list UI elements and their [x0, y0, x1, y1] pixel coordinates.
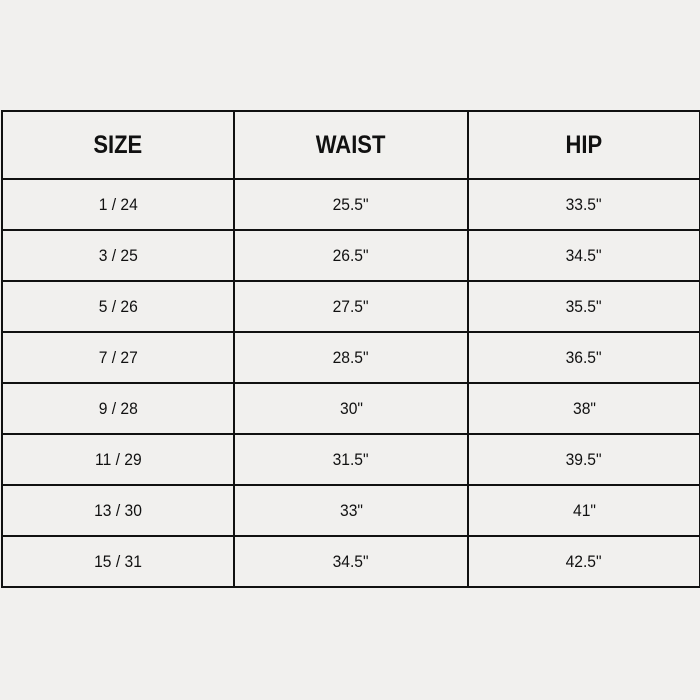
cell-value: 36.5" [566, 347, 602, 367]
cell-hip: 39.5" [467, 433, 700, 486]
cell-size: 9 / 28 [1, 382, 235, 435]
table-row: 3 / 25 26.5" 34.5" [1, 229, 700, 282]
cell-hip: 33.5" [467, 178, 700, 231]
header-size: SIZE [1, 110, 235, 180]
cell-value: 41" [572, 500, 596, 520]
table-row: 7 / 27 28.5" 36.5" [1, 331, 700, 384]
header-label: WAIST [316, 130, 386, 159]
cell-value: 30" [339, 398, 363, 418]
cell-size: 5 / 26 [1, 280, 235, 333]
cell-waist: 25.5" [233, 178, 469, 231]
table-row: 15 / 31 34.5" 42.5" [1, 535, 700, 588]
cell-value: 35.5" [566, 296, 602, 316]
cell-waist: 30" [233, 382, 469, 435]
cell-value: 9 / 28 [98, 398, 138, 418]
header-hip: HIP [467, 110, 700, 180]
cell-waist: 28.5" [233, 331, 469, 384]
cell-waist: 34.5" [233, 535, 469, 588]
cell-value: 31.5" [333, 449, 369, 469]
cell-size: 7 / 27 [1, 331, 235, 384]
cell-size: 3 / 25 [1, 229, 235, 282]
cell-value: 27.5" [333, 296, 369, 316]
cell-waist: 33" [233, 484, 469, 537]
cell-value: 7 / 27 [98, 347, 138, 367]
table-row: 5 / 26 27.5" 35.5" [1, 280, 700, 333]
cell-value: 1 / 24 [98, 194, 138, 214]
cell-size: 1 / 24 [1, 178, 235, 231]
cell-hip: 41" [467, 484, 700, 537]
header-waist: WAIST [233, 110, 469, 180]
table-row: 11 / 29 31.5" 39.5" [1, 433, 700, 486]
cell-value: 33" [339, 500, 363, 520]
cell-hip: 34.5" [467, 229, 700, 282]
cell-value: 5 / 26 [98, 296, 138, 316]
cell-waist: 26.5" [233, 229, 469, 282]
cell-value: 39.5" [566, 449, 602, 469]
cell-value: 11 / 29 [94, 449, 142, 469]
cell-value: 13 / 30 [94, 500, 142, 520]
cell-value: 25.5" [333, 194, 369, 214]
cell-hip: 36.5" [467, 331, 700, 384]
header-label: HIP [565, 130, 603, 159]
cell-hip: 38" [467, 382, 700, 435]
cell-value: 3 / 25 [98, 245, 138, 265]
table-row: 9 / 28 30" 38" [1, 382, 700, 435]
cell-hip: 42.5" [467, 535, 700, 588]
cell-value: 26.5" [333, 245, 369, 265]
cell-value: 33.5" [566, 194, 602, 214]
cell-size: 13 / 30 [1, 484, 235, 537]
cell-waist: 27.5" [233, 280, 469, 333]
cell-size: 11 / 29 [1, 433, 235, 486]
cell-value: 34.5" [566, 245, 602, 265]
cell-value: 38" [572, 398, 596, 418]
cell-waist: 31.5" [233, 433, 469, 486]
cell-value: 42.5" [566, 551, 602, 571]
size-chart-table: SIZE WAIST HIP 1 / 24 25.5" 33.5" 3 / 25 26.… [1, 110, 700, 588]
cell-size: 15 / 31 [1, 535, 235, 588]
cell-value: 28.5" [333, 347, 369, 367]
cell-hip: 35.5" [467, 280, 700, 333]
cell-value: 15 / 31 [94, 551, 142, 571]
header-row: SIZE WAIST HIP [1, 110, 700, 180]
cell-value: 34.5" [333, 551, 369, 571]
table-row: 1 / 24 25.5" 33.5" [1, 178, 700, 231]
table-row: 13 / 30 33" 41" [1, 484, 700, 537]
header-label: SIZE [93, 130, 143, 159]
